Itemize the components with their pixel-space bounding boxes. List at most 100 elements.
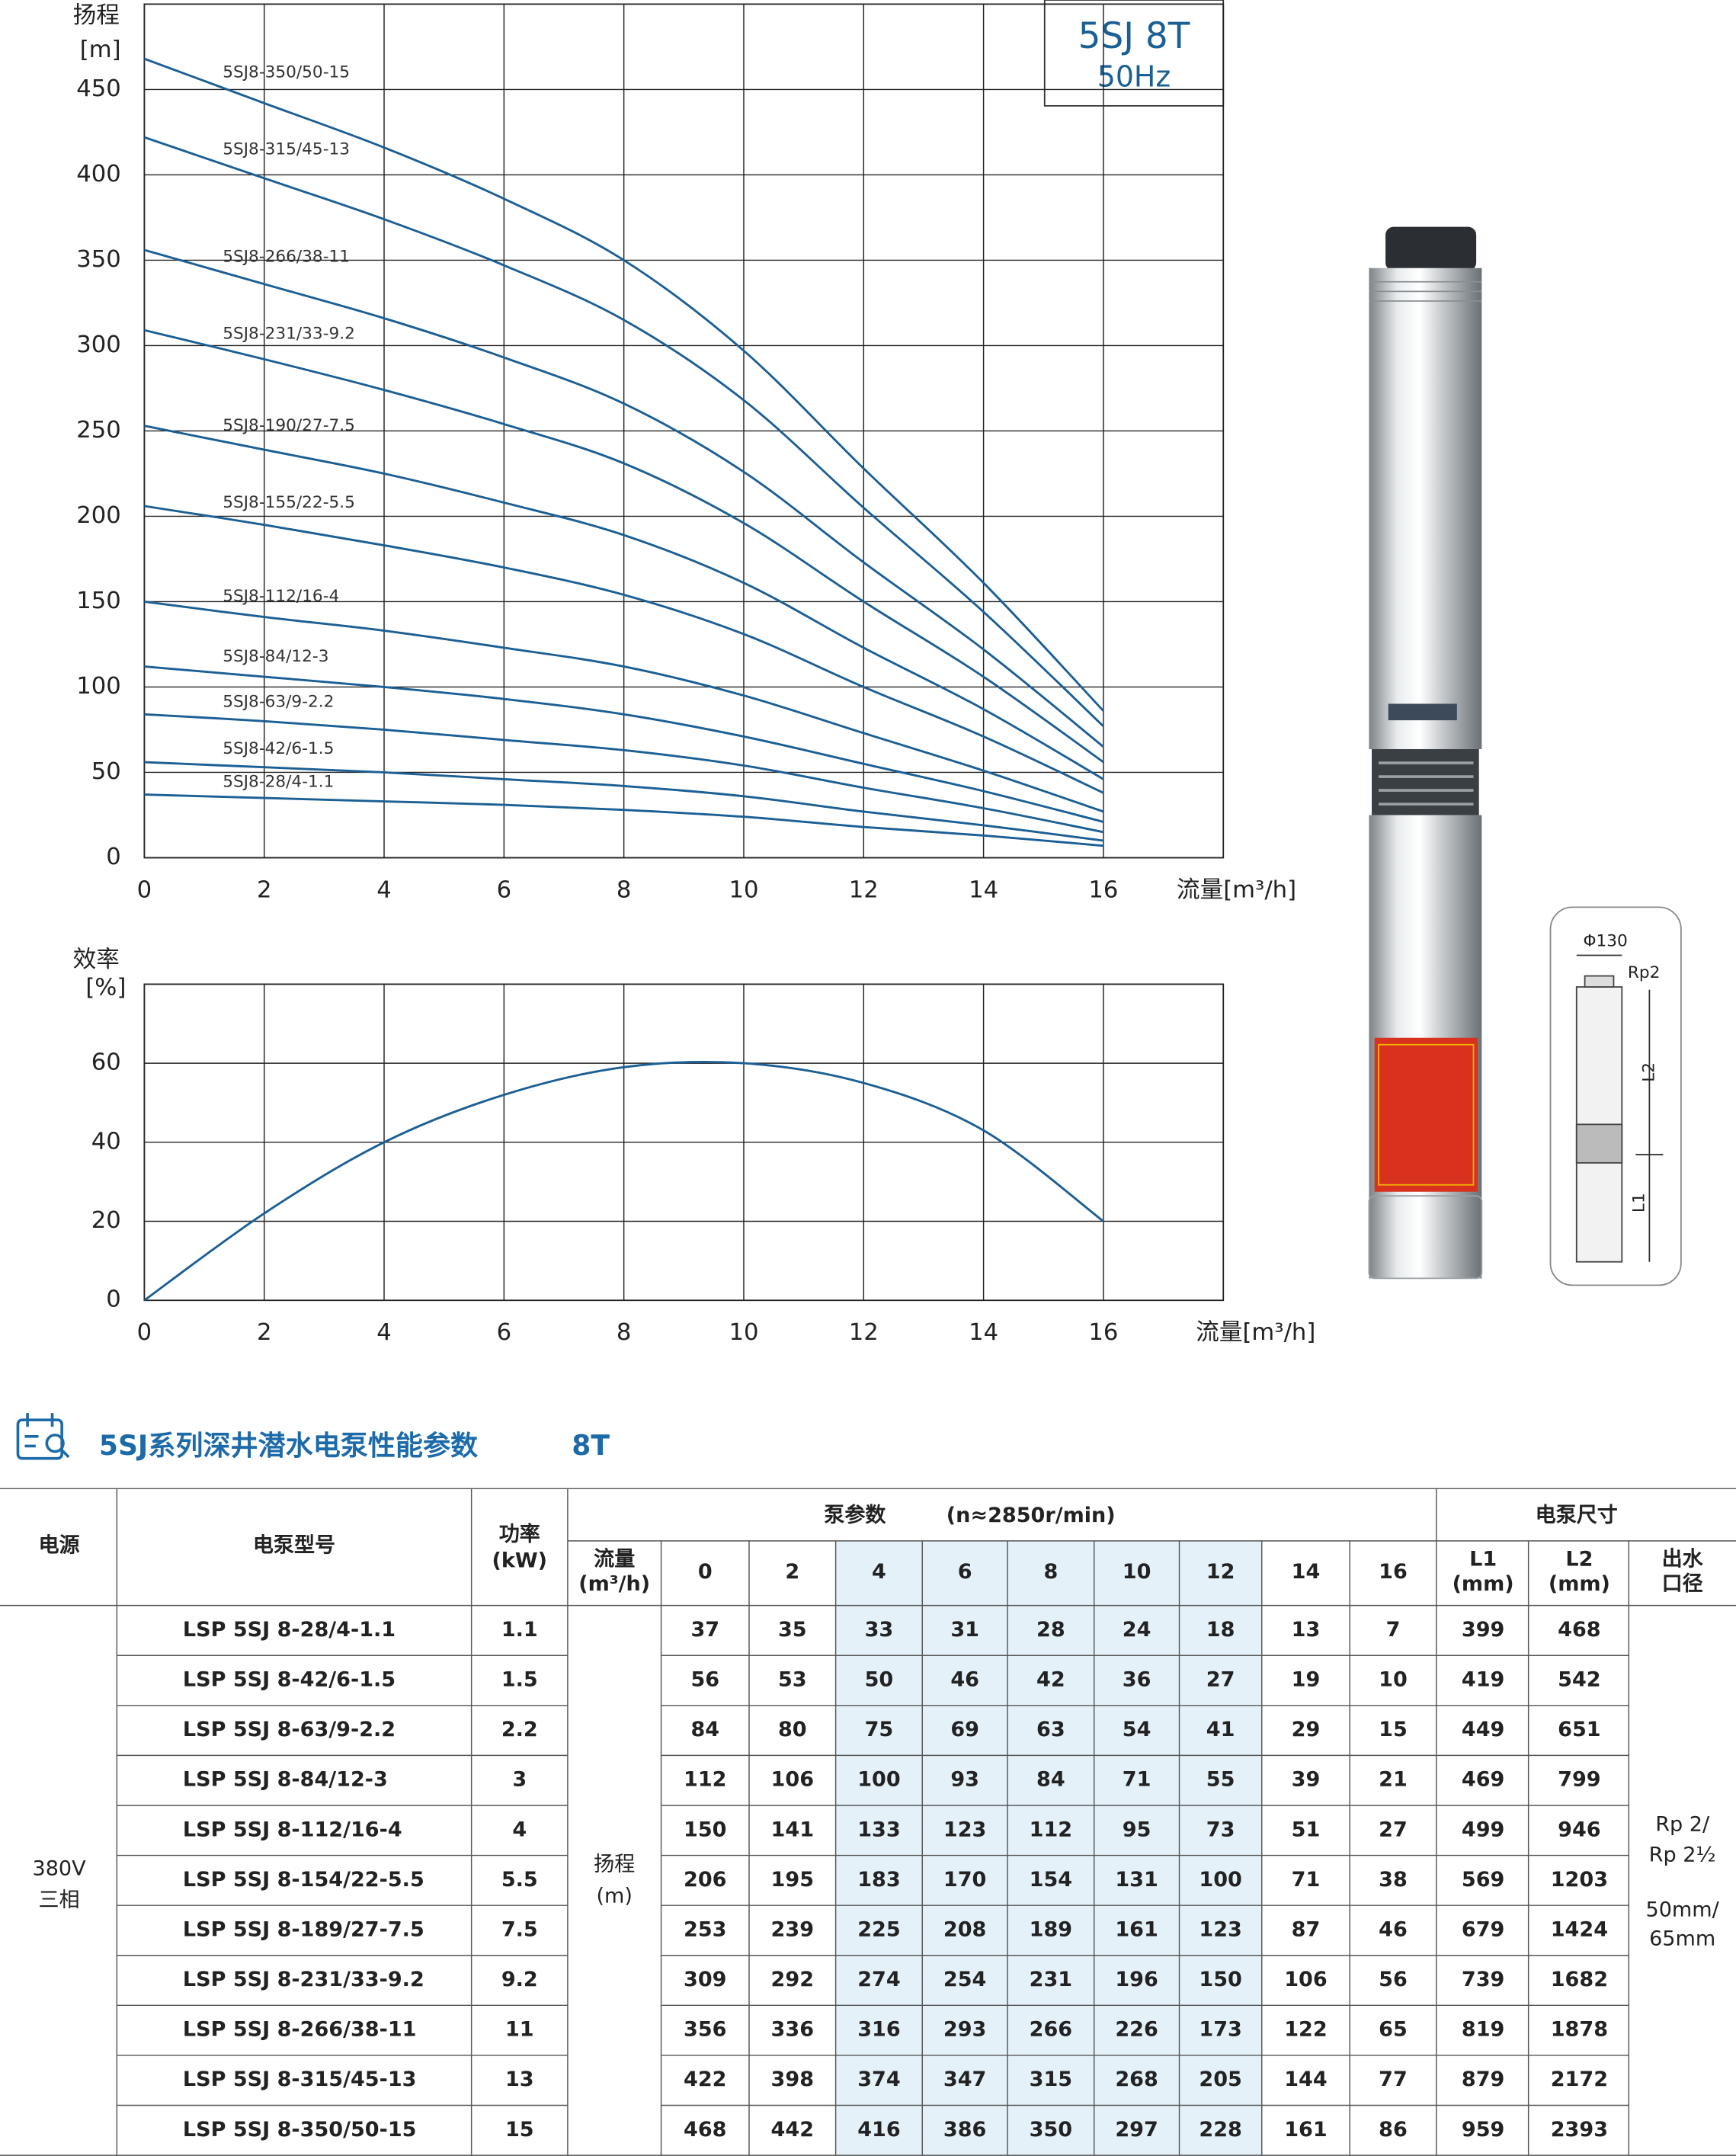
- series-label: 5SJ8-190/27-7.5: [223, 416, 355, 435]
- x-tick-label: 12: [849, 876, 879, 903]
- y-tick-label: 450: [76, 75, 121, 102]
- y-tick-label: 0: [106, 1286, 121, 1313]
- table-cell: 28: [1036, 1618, 1065, 1642]
- table-cell: 468: [684, 2118, 726, 2142]
- table-cell: 225: [857, 1917, 900, 1941]
- table-cell: 208: [943, 1917, 986, 1941]
- pump-photo: [1368, 226, 1483, 1280]
- series-line: [144, 601, 1104, 813]
- table-cell: 50: [865, 1668, 894, 1692]
- x-tick-label: 6: [497, 876, 512, 903]
- x-tick-label: 2: [257, 1319, 272, 1346]
- table-cell: 9.2: [501, 1968, 538, 1991]
- table-cell: L2: [1565, 1548, 1593, 1571]
- table-cell: 33: [865, 1618, 894, 1642]
- table-cell: 380V: [32, 1856, 86, 1880]
- series-line: [144, 793, 1104, 847]
- table-cell: 228: [1199, 2118, 1241, 2142]
- table-cell: 13: [505, 2068, 534, 2091]
- y-tick-label: 0: [106, 844, 121, 870]
- table-cell: 39: [1292, 1768, 1321, 1792]
- table-cell: 63: [1036, 1718, 1065, 1741]
- table-cell: 799: [1558, 1768, 1600, 1792]
- table-cell: LSP 5SJ 8-154/22-5.5: [183, 1868, 424, 1892]
- table-cell: 2172: [1551, 2068, 1608, 2091]
- table-cell: 55: [1206, 1768, 1235, 1792]
- x-tick-label: 10: [729, 1319, 758, 1346]
- table-cell: 19: [1292, 1668, 1321, 1692]
- table-cell: 293: [943, 2018, 986, 2042]
- table-cell: 1424: [1551, 1917, 1608, 1941]
- series-line: [144, 713, 1104, 834]
- table-cell: 347: [943, 2068, 986, 2091]
- table-cell: 三相: [39, 1889, 80, 1912]
- table-cell: 206: [684, 1868, 726, 1892]
- table-cell: 46: [1379, 1917, 1408, 1941]
- table-cell: 8: [1043, 1560, 1058, 1584]
- table-cell: 18: [1206, 1618, 1235, 1642]
- table-cell: 112: [1030, 1818, 1072, 1841]
- table-cell: 100: [857, 1768, 900, 1792]
- table-cell: 50mm/: [1646, 1898, 1720, 1922]
- section-title: 5SJ系列深井潜水电泵性能参数: [99, 1430, 479, 1462]
- series-label: 5SJ8-350/50-15: [223, 63, 350, 82]
- table-cell: 0: [698, 1560, 713, 1584]
- table-cell: 15: [505, 2118, 534, 2142]
- table-cell: 46: [950, 1668, 979, 1692]
- series-label: 5SJ8-231/33-9.2: [223, 324, 355, 343]
- y-tick-label: 300: [76, 332, 121, 358]
- table-cell: 69: [950, 1718, 979, 1741]
- table-cell: 468: [1558, 1618, 1600, 1642]
- table-cell: 13: [1292, 1618, 1321, 1642]
- y-tick-label: 20: [91, 1207, 121, 1234]
- table-cell: 6: [958, 1560, 972, 1584]
- chart-title: 5SJ 8T: [1078, 15, 1190, 57]
- table-cell: 4: [872, 1560, 886, 1584]
- x-tick-label: 10: [729, 876, 758, 903]
- table-cell: 71: [1123, 1768, 1151, 1792]
- y-tick-label: 60: [91, 1049, 121, 1076]
- table-cell: (m): [597, 1885, 633, 1908]
- table-cell: 95: [1123, 1818, 1151, 1841]
- table-cell: L1: [1469, 1548, 1497, 1571]
- table-cell: 泵参数: [824, 1503, 886, 1527]
- table-cell: (mm): [1549, 1572, 1610, 1596]
- table-cell: 35: [778, 1618, 807, 1642]
- table-cell: LSP 5SJ 8-266/38-11: [183, 2018, 417, 2042]
- table-cell: 106: [771, 1768, 814, 1792]
- table-cell: 161: [1115, 1917, 1158, 1941]
- table-cell: 3: [512, 1768, 527, 1792]
- table-cell: LSP 5SJ 8-189/27-7.5: [183, 1917, 424, 1941]
- series-line: [144, 424, 1104, 780]
- table-cell: 71: [1292, 1868, 1321, 1892]
- table-cell: 37: [690, 1618, 719, 1642]
- table-cell: 65: [1379, 2018, 1408, 2042]
- table-cell: 38: [1379, 1868, 1408, 1892]
- x-axis-label: 流量[m³/h]: [1196, 1319, 1315, 1346]
- series-line: [144, 505, 1104, 794]
- table-cell: 53: [778, 1668, 807, 1692]
- y-tick-label: 150: [76, 588, 121, 614]
- series-line: [144, 665, 1104, 823]
- series-line: [143, 1060, 1104, 1302]
- table-cell: LSP 5SJ 8-63/9-2.2: [183, 1718, 396, 1741]
- table-cell: 398: [771, 2068, 814, 2091]
- table-cell: LSP 5SJ 8-112/16-4: [183, 1818, 402, 1841]
- series-line: [144, 761, 1104, 842]
- table-cell: 1878: [1551, 2018, 1608, 2042]
- table-cell: 419: [1462, 1668, 1504, 1692]
- table-cell: 150: [1199, 1968, 1241, 1991]
- table-cell: 356: [684, 2018, 726, 2042]
- table-cell: 1.5: [501, 1668, 538, 1692]
- table-cell: 2393: [1551, 2118, 1608, 2142]
- x-tick-label: 12: [849, 1319, 879, 1346]
- diagram-label: Rp2: [1628, 963, 1661, 982]
- chart-subtitle: 50Hz: [1097, 59, 1171, 93]
- table-cell: 569: [1462, 1868, 1504, 1892]
- dimension-diagram: [1549, 906, 1682, 1286]
- series-label: 5SJ8-155/22-5.5: [223, 493, 355, 512]
- table-cell: 77: [1379, 2068, 1408, 2091]
- table-cell: 1203: [1551, 1868, 1608, 1892]
- x-tick-label: 4: [376, 876, 392, 903]
- x-axis-label: 流量[m³/h]: [1177, 876, 1296, 903]
